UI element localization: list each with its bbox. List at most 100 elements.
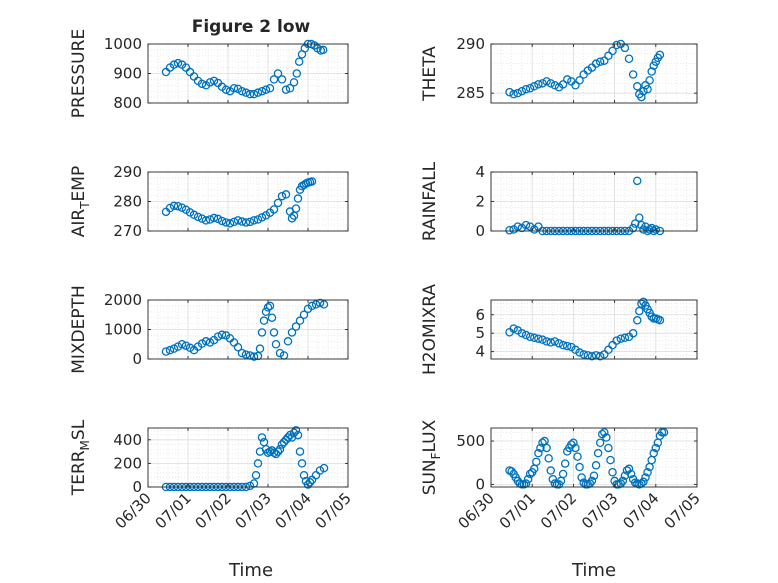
y-tick-label: 5 bbox=[475, 324, 485, 342]
data-point bbox=[505, 226, 514, 235]
y-tick-label: 1000 bbox=[104, 35, 142, 53]
x-tick-label: 07/01 bbox=[496, 489, 539, 532]
data-point bbox=[221, 85, 231, 94]
y-axis-label-part: LUX bbox=[420, 419, 440, 452]
data-point bbox=[517, 328, 527, 338]
data-point bbox=[293, 194, 303, 203]
x-tick-label: 07/02 bbox=[192, 489, 235, 532]
data-point bbox=[265, 301, 275, 311]
data-point bbox=[643, 84, 652, 94]
data-point bbox=[521, 330, 531, 340]
data-point bbox=[315, 298, 325, 308]
data-point bbox=[197, 79, 207, 89]
data-point bbox=[542, 337, 551, 346]
data-point bbox=[249, 216, 259, 225]
data-point bbox=[591, 461, 601, 470]
x-label-left: Time bbox=[228, 560, 273, 581]
data-point bbox=[201, 337, 211, 346]
data-point bbox=[593, 448, 603, 458]
data-point bbox=[205, 78, 215, 87]
data-point bbox=[532, 457, 541, 467]
data-point bbox=[624, 54, 634, 64]
data-point bbox=[161, 347, 171, 356]
data-point bbox=[573, 452, 582, 461]
x-tick-label: 07/04 bbox=[619, 489, 662, 532]
data-point bbox=[255, 344, 265, 353]
data-point bbox=[305, 478, 315, 487]
y-tick-label: 2 bbox=[475, 193, 485, 211]
data-point bbox=[229, 217, 239, 227]
data-point bbox=[307, 301, 317, 311]
x-tick-label: 07/03 bbox=[232, 489, 275, 532]
x-tick-label: 07/04 bbox=[272, 489, 315, 532]
data-point bbox=[635, 213, 644, 222]
data-point bbox=[509, 324, 518, 333]
y-axis-label: TERRMSL bbox=[69, 419, 92, 496]
y-tick-label: 2000 bbox=[104, 291, 142, 309]
data-point bbox=[259, 316, 269, 325]
data-point bbox=[534, 80, 543, 89]
data-point bbox=[271, 339, 281, 349]
data-point bbox=[261, 85, 271, 94]
data-point bbox=[225, 219, 235, 228]
data-point bbox=[245, 89, 255, 99]
data-point bbox=[637, 92, 646, 102]
data-point bbox=[651, 443, 661, 453]
data-point bbox=[575, 348, 584, 357]
y-tick-label: 1000 bbox=[104, 321, 142, 339]
data-point bbox=[237, 217, 247, 226]
data-point bbox=[645, 225, 654, 234]
data-point bbox=[289, 78, 299, 87]
y-tick-label: 800 bbox=[113, 94, 142, 112]
data-point bbox=[571, 81, 580, 90]
data-point bbox=[544, 454, 553, 463]
data-point bbox=[521, 84, 531, 94]
y-tick-label: 400 bbox=[113, 431, 142, 449]
data-point bbox=[294, 57, 304, 66]
figure-title: Figure 2 low bbox=[192, 17, 311, 37]
data-point bbox=[639, 477, 648, 487]
data-point bbox=[655, 316, 665, 325]
data-point bbox=[249, 352, 259, 361]
y-tick-label: 270 bbox=[113, 222, 142, 240]
data-point bbox=[209, 213, 219, 223]
y-axis-label-subscript: F bbox=[429, 452, 443, 459]
panel-terr-msl: 020040006/3007/0107/0207/0307/0407/05TER… bbox=[69, 419, 355, 532]
data-point bbox=[579, 350, 588, 359]
data-point bbox=[637, 220, 646, 230]
data-point bbox=[595, 438, 605, 447]
data-point bbox=[257, 433, 267, 442]
y-tick-label: 0 bbox=[132, 350, 142, 368]
x-tick-label: 06/30 bbox=[455, 489, 498, 532]
data-point bbox=[534, 448, 543, 458]
y-tick-label: 280 bbox=[113, 193, 142, 211]
data-point bbox=[257, 213, 267, 222]
data-point bbox=[600, 56, 609, 65]
data-point bbox=[604, 443, 613, 453]
data-point bbox=[193, 212, 203, 222]
data-point bbox=[311, 300, 321, 309]
data-point bbox=[319, 463, 329, 473]
data-point bbox=[651, 225, 661, 234]
data-point bbox=[635, 306, 644, 316]
data-point bbox=[509, 89, 518, 99]
data-point bbox=[281, 85, 291, 94]
panel-theta: 285 290 THETA bbox=[420, 35, 698, 104]
data-point bbox=[530, 333, 539, 343]
data-point bbox=[291, 204, 301, 213]
data-point bbox=[530, 82, 539, 91]
data-point bbox=[546, 79, 555, 88]
data-point bbox=[169, 201, 179, 211]
data-point bbox=[281, 190, 291, 199]
y-tick-label: 290 bbox=[456, 35, 485, 53]
y-tick-label: 0 bbox=[475, 222, 485, 240]
data-point bbox=[253, 351, 263, 361]
data-point bbox=[205, 215, 215, 224]
data-point bbox=[548, 474, 558, 484]
data-point bbox=[525, 469, 535, 479]
data-point bbox=[602, 433, 611, 442]
data-point bbox=[299, 310, 309, 319]
data-point bbox=[546, 466, 555, 475]
y-tick-label: 200 bbox=[113, 454, 142, 472]
